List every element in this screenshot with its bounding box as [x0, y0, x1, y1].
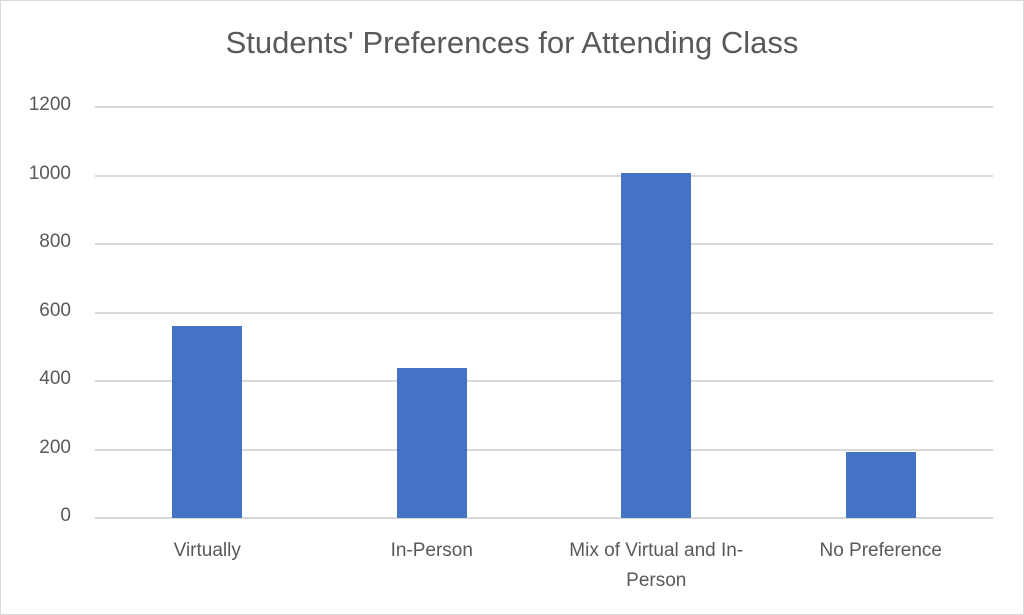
y-tick-label: 800: [39, 231, 71, 252]
y-tick-label: 1000: [28, 162, 71, 184]
x-tick-label: In-Person: [320, 536, 544, 566]
gridline: [95, 106, 993, 108]
y-tick-label: 400: [39, 368, 71, 389]
gridline: [95, 311, 993, 314]
y-tick-label: 200: [39, 436, 71, 458]
x-tick-label-line: Virtually: [173, 540, 241, 561]
gridline: [95, 174, 993, 177]
chart-title: Students' Preferences for Attending Clas…: [225, 25, 799, 60]
x-tick-label: Virtually: [95, 536, 319, 566]
x-tick-label: No Preference: [769, 536, 993, 566]
x-tick-label-line: Person: [626, 570, 687, 591]
bar: [396, 367, 467, 518]
gridline: [95, 243, 993, 245]
x-tick-label-line: Mix of Virtual and In-: [569, 540, 744, 561]
bar: [845, 451, 916, 518]
bar: [172, 325, 243, 518]
x-tick-label-line: In-Person: [390, 540, 473, 561]
x-tick-label-line: No Preference: [819, 540, 942, 561]
gridline: [95, 448, 993, 451]
x-tick-label: Mix of Virtual and In- Person: [544, 536, 768, 596]
y-tick-label: 600: [39, 299, 71, 321]
bar: [621, 173, 692, 518]
y-tick-label: 0: [60, 505, 71, 526]
gridline: [95, 380, 993, 382]
y-tick-label: 1200: [28, 94, 71, 115]
gridline: [95, 517, 993, 519]
